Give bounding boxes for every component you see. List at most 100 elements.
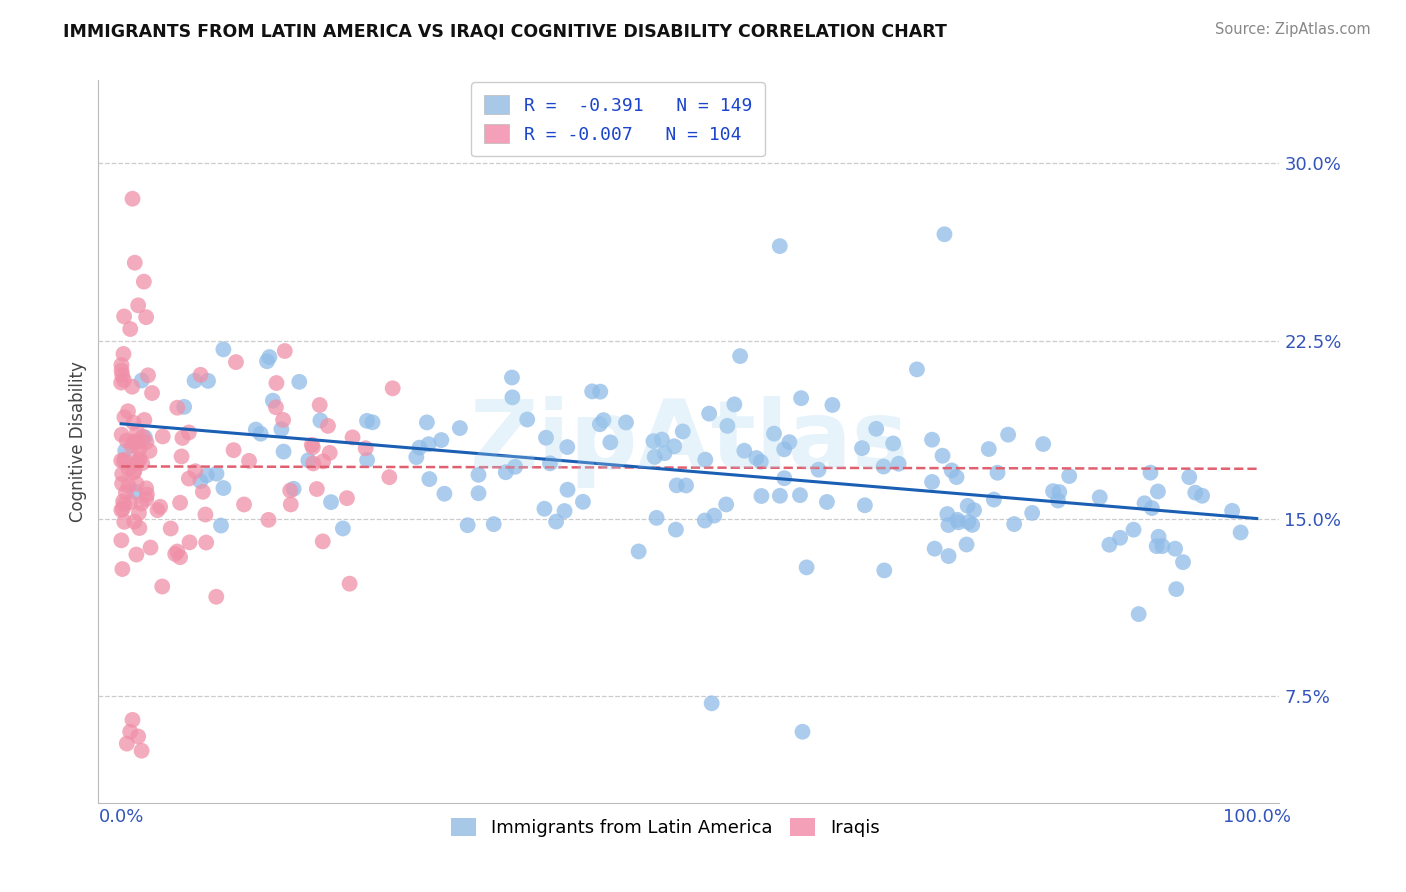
Point — [716, 418, 738, 433]
Point — [482, 517, 505, 532]
Point — [342, 430, 364, 444]
Point — [1191, 489, 1213, 503]
Point — [128, 506, 150, 520]
Point — [433, 486, 456, 500]
Point — [697, 407, 720, 421]
Point — [266, 376, 288, 390]
Point — [796, 560, 818, 574]
Point — [948, 516, 970, 530]
Point — [131, 456, 153, 470]
Point — [262, 393, 284, 408]
Point — [1032, 437, 1054, 451]
Point — [135, 491, 157, 506]
Point — [356, 414, 378, 428]
Point — [533, 501, 555, 516]
Point — [865, 422, 887, 436]
Point — [957, 515, 980, 529]
Point — [169, 550, 191, 565]
Point — [190, 474, 212, 488]
Point — [120, 495, 142, 509]
Legend: Immigrants from Latin America, Iraqis: Immigrants from Latin America, Iraqis — [444, 811, 887, 845]
Point — [135, 310, 157, 325]
Point — [205, 467, 228, 481]
Point — [319, 495, 342, 509]
Point — [264, 401, 287, 415]
Point — [778, 435, 800, 450]
Point — [1021, 506, 1043, 520]
Point — [723, 397, 745, 411]
Point — [977, 442, 1000, 456]
Point — [312, 454, 335, 468]
Point — [124, 464, 146, 478]
Point — [179, 535, 201, 549]
Point — [127, 453, 149, 467]
Point — [111, 467, 134, 481]
Point — [336, 491, 359, 505]
Point — [270, 422, 292, 436]
Text: ZipAtlas: ZipAtlas — [470, 395, 908, 488]
Text: IMMIGRANTS FROM LATIN AMERICA VS IRAQI COGNITIVE DISABILITY CORRELATION CHART: IMMIGRANTS FROM LATIN AMERICA VS IRAQI C… — [63, 22, 948, 40]
Point — [127, 425, 149, 440]
Point — [1164, 541, 1187, 556]
Point — [297, 453, 319, 467]
Point — [572, 495, 595, 509]
Point — [138, 443, 160, 458]
Point — [301, 440, 323, 454]
Point — [516, 412, 538, 426]
Point — [183, 374, 205, 388]
Point — [534, 431, 557, 445]
Point — [280, 498, 302, 512]
Point — [159, 521, 181, 535]
Point — [274, 344, 297, 359]
Point — [714, 498, 737, 512]
Point — [166, 401, 188, 415]
Point — [538, 456, 561, 470]
Point — [152, 429, 174, 443]
Point — [135, 487, 157, 501]
Point — [693, 514, 716, 528]
Point — [467, 467, 489, 482]
Point — [115, 434, 138, 448]
Point — [110, 363, 132, 377]
Point — [194, 508, 217, 522]
Point — [170, 450, 193, 464]
Point — [305, 482, 328, 496]
Point — [139, 541, 162, 555]
Point — [132, 275, 155, 289]
Point — [127, 456, 149, 470]
Point — [807, 463, 830, 477]
Point — [921, 475, 943, 489]
Point — [934, 227, 956, 242]
Point — [938, 518, 960, 533]
Point — [111, 368, 134, 383]
Point — [197, 374, 219, 388]
Point — [245, 423, 267, 437]
Point — [112, 410, 135, 425]
Point — [128, 521, 150, 535]
Point — [1088, 491, 1111, 505]
Point — [1147, 484, 1170, 499]
Point — [589, 417, 612, 432]
Point — [408, 441, 430, 455]
Point — [905, 362, 928, 376]
Point — [112, 454, 135, 468]
Point — [665, 523, 688, 537]
Point — [301, 438, 323, 452]
Point — [654, 446, 676, 460]
Point — [122, 416, 145, 430]
Point — [644, 450, 666, 464]
Point — [1133, 496, 1156, 510]
Point — [124, 515, 146, 529]
Point — [728, 349, 751, 363]
Point — [695, 452, 717, 467]
Point — [1166, 582, 1188, 596]
Point — [124, 255, 146, 269]
Point — [651, 433, 673, 447]
Point — [134, 430, 156, 444]
Point — [361, 415, 384, 429]
Point — [495, 465, 517, 479]
Point — [316, 418, 339, 433]
Point — [643, 434, 665, 449]
Point — [749, 455, 772, 469]
Point — [665, 478, 688, 492]
